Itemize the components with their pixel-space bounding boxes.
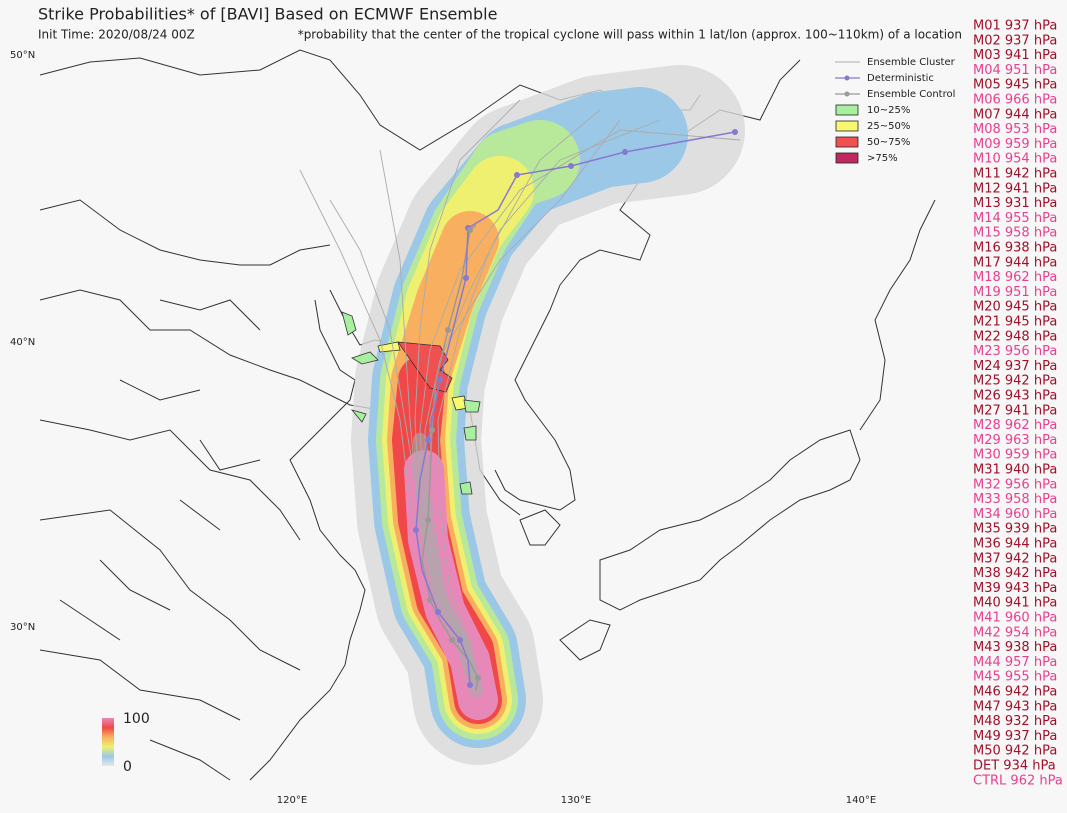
member-pressure: M36 944 hPa xyxy=(973,537,1057,552)
member-pressure: M35 939 hPa xyxy=(973,522,1057,537)
member-pressure: M02 937 hPa xyxy=(973,33,1057,48)
member-pressure: M41 960 hPa xyxy=(973,611,1057,626)
member-pressure: M24 937 hPa xyxy=(973,359,1057,374)
member-pressure: M08 953 hPa xyxy=(973,122,1057,137)
member-pressure: M09 959 hPa xyxy=(973,137,1057,152)
member-pressure: M21 945 hPa xyxy=(973,315,1057,330)
legend-marker xyxy=(844,75,850,81)
member-pressure: M22 948 hPa xyxy=(973,329,1057,344)
member-pressure: CTRL 962 hPa xyxy=(973,773,1063,788)
member-pressure: M31 940 hPa xyxy=(973,463,1057,478)
member-pressure: M49 937 hPa xyxy=(973,729,1057,744)
member-pressure: M20 945 hPa xyxy=(973,300,1057,315)
member-pressure: M12 941 hPa xyxy=(973,181,1057,196)
member-pressure: M19 951 hPa xyxy=(973,285,1057,300)
member-pressure: M23 956 hPa xyxy=(973,344,1057,359)
lat-label: 30°N xyxy=(10,622,35,633)
lon-label: 130°E xyxy=(561,795,591,806)
track-points xyxy=(413,129,738,688)
legend-label: 10~25% xyxy=(867,105,910,116)
member-pressure: M34 960 hPa xyxy=(973,507,1057,522)
legend-swatch xyxy=(835,136,859,148)
legend-label: Ensemble Control xyxy=(867,89,955,100)
ensemble-tracks xyxy=(299,99,741,691)
lon-label: 140°E xyxy=(846,795,876,806)
member-pressure: M10 954 hPa xyxy=(973,152,1057,167)
member-pressure: M44 957 hPa xyxy=(973,655,1057,670)
member-pressure: M13 931 hPa xyxy=(973,196,1057,211)
member-pressure: M47 943 hPa xyxy=(973,699,1057,714)
legend-label: 50~75% xyxy=(867,137,910,148)
member-pressure: M43 938 hPa xyxy=(973,640,1057,655)
coastal-probability-patches xyxy=(341,311,481,495)
member-pressure: M28 962 hPa xyxy=(973,418,1057,433)
title: Strike Probabilities* of [BAVI] Based on… xyxy=(38,5,497,24)
legend-label: 25~50% xyxy=(867,121,910,132)
member-pressure: M01 937 hPa xyxy=(973,19,1057,34)
graticule-labels: 50°N 40°N 30°N 120°E 130°E 140°E xyxy=(10,50,876,806)
member-pressure: M04 951 hPa xyxy=(973,63,1057,78)
member-pressure: M42 954 hPa xyxy=(973,625,1057,640)
deterministic-track xyxy=(415,131,736,686)
member-pressure: M17 944 hPa xyxy=(973,255,1057,270)
member-pressure: M37 942 hPa xyxy=(973,551,1057,566)
legend-label: Ensemble Cluster xyxy=(867,57,956,68)
lat-label: 40°N xyxy=(10,337,35,348)
member-pressure: M38 942 hPa xyxy=(973,566,1057,581)
probability-swath xyxy=(351,65,745,765)
colorbar-max: 100 xyxy=(123,711,150,727)
member-pressure: M14 955 hPa xyxy=(973,211,1057,226)
note: *probability that the center of the trop… xyxy=(298,28,962,42)
member-pressure: M15 958 hPa xyxy=(973,226,1057,241)
legend-swatch xyxy=(835,152,859,164)
legend-marker xyxy=(844,91,850,97)
member-pressure: M45 955 hPa xyxy=(973,670,1057,685)
member-pressure: M29 963 hPa xyxy=(973,433,1057,448)
member-pressure: M32 956 hPa xyxy=(973,477,1057,492)
member-pressure: M46 942 hPa xyxy=(973,685,1057,700)
colorbar-min: 0 xyxy=(123,759,132,775)
legend: Ensemble Cluster Deterministic Ensemble Co… xyxy=(835,57,956,164)
lon-label: 120°E xyxy=(277,795,307,806)
member-pressure: M07 944 hPa xyxy=(973,107,1057,122)
legend-label: Deterministic xyxy=(867,73,934,84)
member-pressure: M50 942 hPa xyxy=(973,744,1057,759)
legend-label: >75% xyxy=(867,153,898,164)
member-pressure: M05 945 hPa xyxy=(973,78,1057,93)
member-pressure: M27 941 hPa xyxy=(973,403,1057,418)
member-pressure: M11 942 hPa xyxy=(973,167,1057,182)
lat-label: 50°N xyxy=(10,50,35,61)
member-pressure: M40 941 hPa xyxy=(973,596,1057,611)
member-pressure: M03 941 hPa xyxy=(973,48,1057,63)
colorbar xyxy=(102,718,114,766)
member-pressure: M18 962 hPa xyxy=(973,270,1057,285)
member-pressure: M16 938 hPa xyxy=(973,241,1057,256)
member-pressure: DET 934 hPa xyxy=(973,759,1056,774)
member-pressure: M48 932 hPa xyxy=(973,714,1057,729)
legend-swatch xyxy=(835,104,859,116)
member-pressure: M30 959 hPa xyxy=(973,448,1057,463)
member-pressure: M25 942 hPa xyxy=(973,374,1057,389)
member-pressure: M33 958 hPa xyxy=(973,492,1057,507)
init-time: Init Time: 2020/08/24 00Z xyxy=(38,28,195,42)
member-pressure: M06 966 hPa xyxy=(973,93,1057,108)
legend-swatch xyxy=(835,120,859,132)
member-pressure: M39 943 hPa xyxy=(973,581,1057,596)
member-pressure: M26 943 hPa xyxy=(973,389,1057,404)
